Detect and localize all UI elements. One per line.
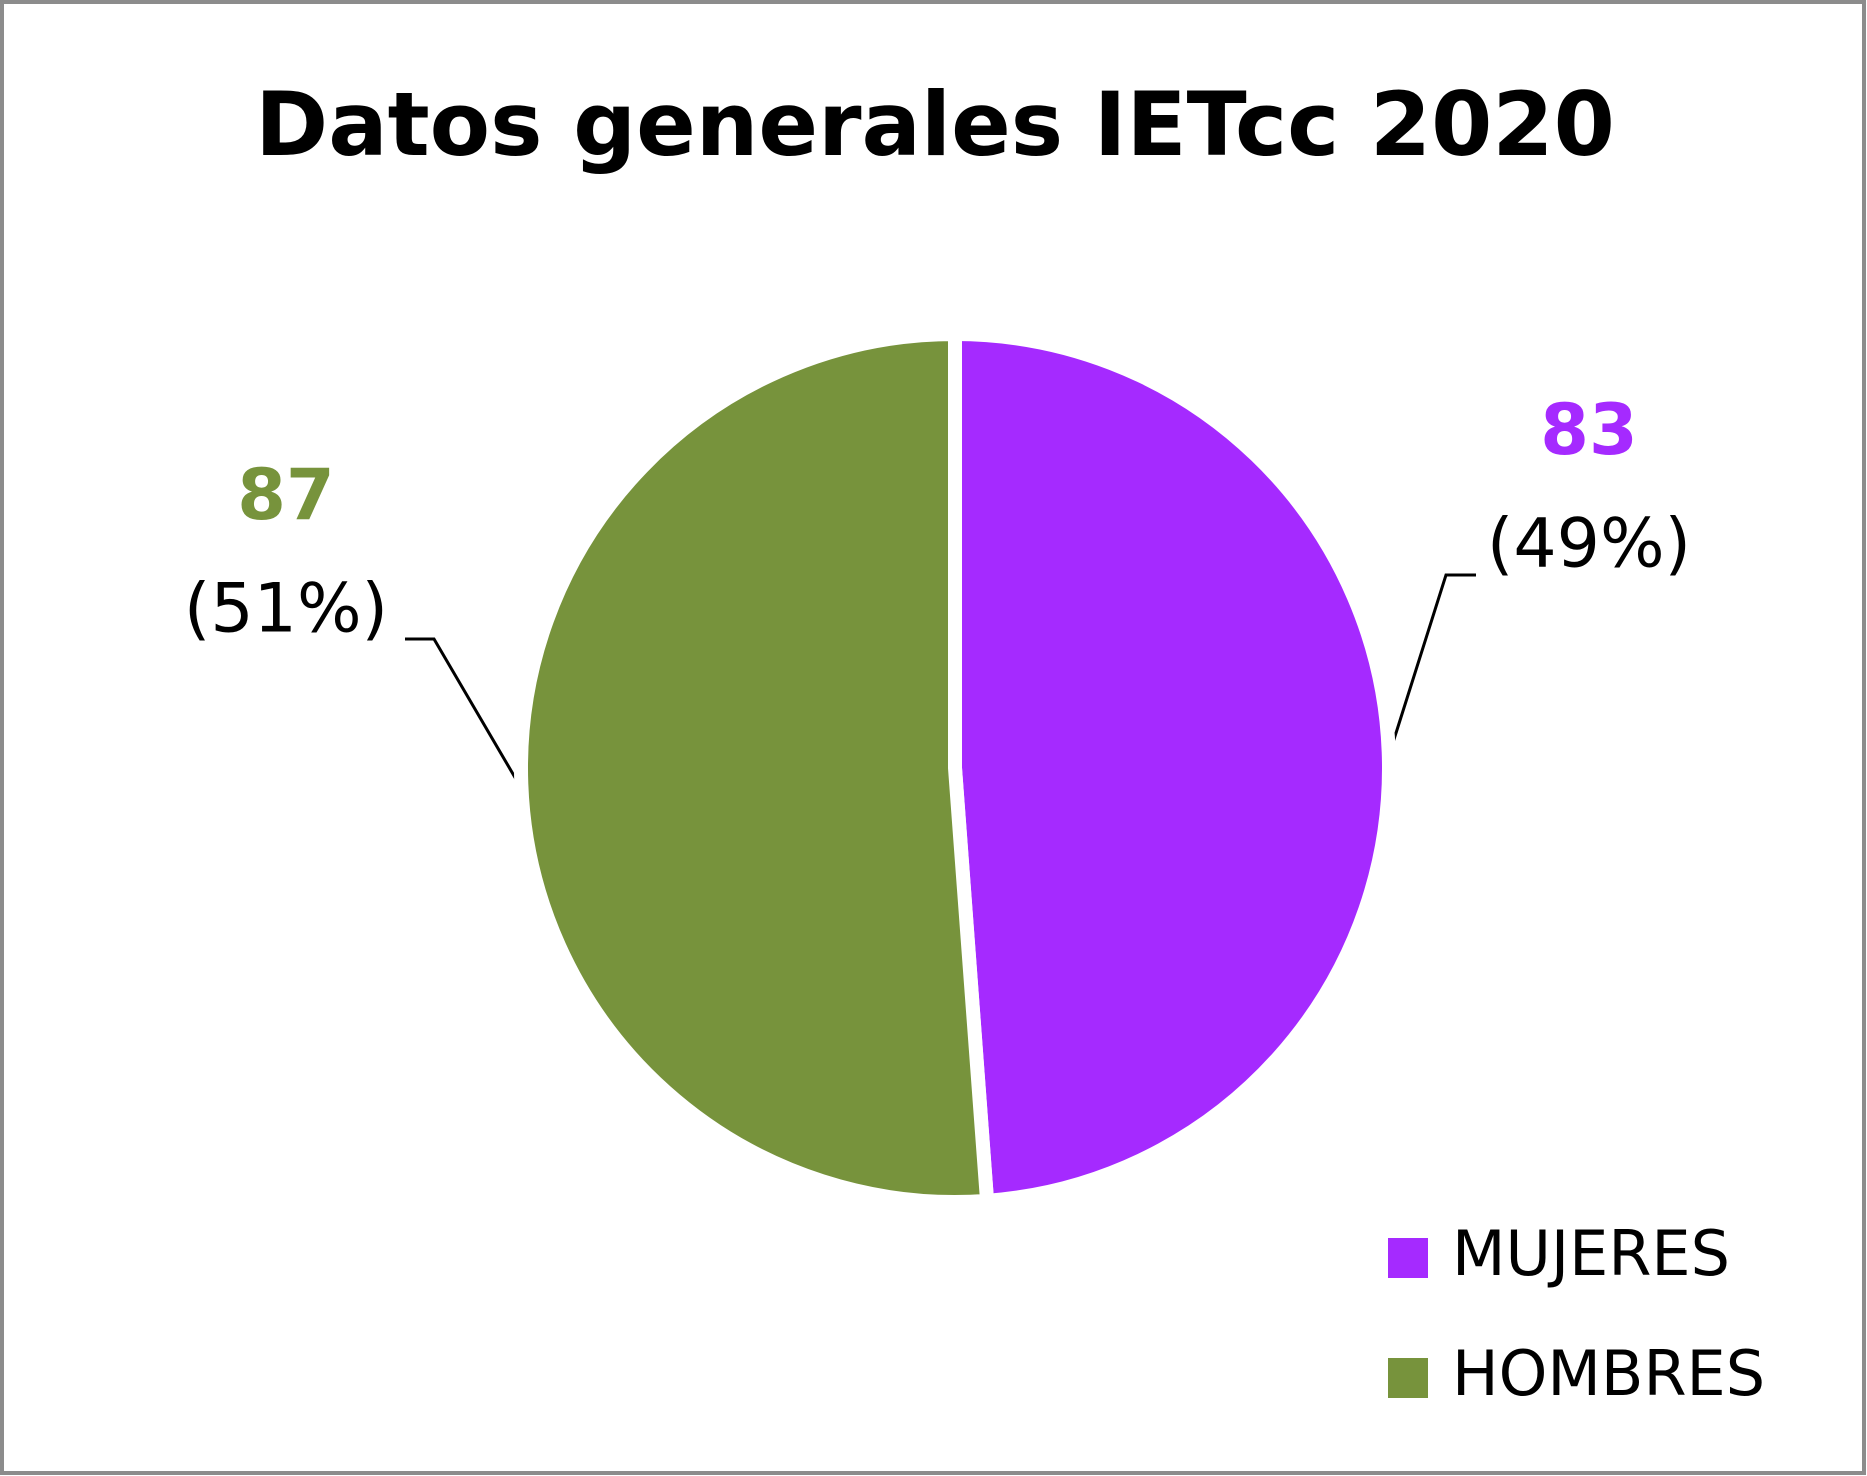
- value-label: 83: [1540, 389, 1637, 471]
- legend-swatch: [1388, 1358, 1428, 1398]
- legend-label: HOMBRES: [1452, 1337, 1765, 1410]
- pie-slice: [513, 326, 995, 1209]
- leader-line: [405, 637, 522, 787]
- value-label: 87: [237, 454, 334, 536]
- leader-line: [1388, 573, 1476, 753]
- legend-swatch: [1388, 1238, 1428, 1278]
- legend-label: MUJERES: [1452, 1217, 1730, 1290]
- pie-slice: [948, 326, 1396, 1209]
- chart-title: Datos generales IETcc 2020: [255, 73, 1615, 176]
- share-label: (51%): [184, 570, 388, 649]
- share-label: (49%): [1487, 505, 1691, 584]
